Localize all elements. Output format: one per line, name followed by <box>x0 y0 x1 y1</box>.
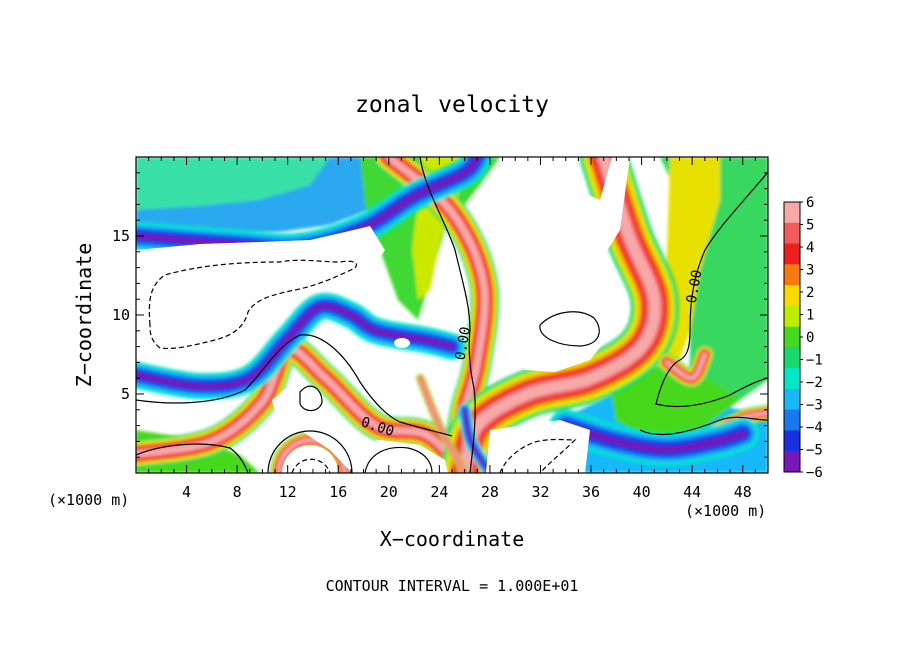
band-layer <box>463 408 492 473</box>
x-tick-label: 44 <box>683 483 701 501</box>
feature-negative-band-9 <box>549 409 760 466</box>
feature-negative-band-10 <box>458 403 497 473</box>
colorbar-swatch <box>784 409 800 431</box>
zero-contour-left <box>136 334 453 437</box>
x-tick-label: 40 <box>633 483 651 501</box>
x-tick-label: 4 <box>182 483 191 501</box>
top-left-field-core <box>136 157 330 210</box>
colorbar-label: −4 <box>806 420 823 436</box>
x-unit-left: (×1000 m) <box>48 491 129 509</box>
contour-label: 0.00 <box>453 325 475 361</box>
colorbar-swatch <box>784 430 800 452</box>
colorbar-label: 0 <box>806 330 814 346</box>
negative-contour-left <box>148 259 358 350</box>
x-axis-label: X−coordinate <box>380 527 525 551</box>
negative-contour-bottom <box>499 438 577 473</box>
chart-title: zonal velocity <box>355 92 549 118</box>
y-tick-label: 5 <box>121 385 130 403</box>
zero-contour-bottom-left <box>136 443 249 473</box>
y-axis-label: Z−coordinate <box>72 243 96 388</box>
zero-contour-center-loop <box>539 311 600 347</box>
white-pocket-top <box>500 157 630 262</box>
colorbar-label: −5 <box>806 443 823 459</box>
colorbar-label: 6 <box>806 195 814 211</box>
band-layer <box>458 157 661 473</box>
zero-contour-small-loop <box>299 385 323 412</box>
white-pocket-left <box>136 226 385 358</box>
feature-negative-band-8 <box>136 292 466 400</box>
colorbar-swatch <box>784 347 800 369</box>
colorbar-swatch <box>784 451 800 473</box>
feature-positive-ridge-0 <box>136 335 479 473</box>
colorbar-swatch <box>784 285 800 307</box>
white-pocket-small-a <box>394 338 410 348</box>
colorbar-swatch <box>784 368 800 390</box>
colorbar-swatch <box>784 326 800 348</box>
feature-positive-ridge-4 <box>657 345 715 388</box>
colorbar-label: 4 <box>806 240 814 256</box>
colorbar-swatch <box>784 222 800 245</box>
x-tick-label: 8 <box>233 483 242 501</box>
upper-right-field <box>660 157 768 420</box>
colorbar-swatch <box>784 388 800 411</box>
colorbar-label: −3 <box>806 398 823 414</box>
colorbar-swatch <box>784 202 800 224</box>
white-pocket-bottom-right <box>486 420 590 473</box>
contour-interval-footer: CONTOUR INTERVAL = 1.000E+01 <box>326 577 579 595</box>
band-layer <box>136 303 455 389</box>
x-tick-label: 20 <box>380 483 398 501</box>
colorbar-swatch <box>784 264 800 286</box>
colorbar-swatch <box>784 243 800 265</box>
colorbar-label: −1 <box>806 353 823 369</box>
white-pocket-center <box>515 255 612 372</box>
y-tick-label: 15 <box>112 227 130 245</box>
zero-contour-bottom-mid <box>364 446 433 473</box>
colorbar-label: 2 <box>806 285 814 301</box>
feature-positive-ridge-3 <box>415 373 470 473</box>
colorbar-label: −6 <box>806 465 823 481</box>
zero-contour-ring <box>267 430 353 473</box>
white-pocket-small-b <box>374 372 392 384</box>
colorbar-label: 1 <box>806 308 814 324</box>
x-unit-right: (×1000 m) <box>685 502 766 520</box>
colorbar-label: 3 <box>806 263 814 279</box>
band-layer <box>664 352 708 381</box>
zero-contour-right <box>655 171 768 408</box>
band-layer <box>419 377 466 473</box>
x-tick-label: 16 <box>329 483 347 501</box>
band-layer <box>136 346 468 473</box>
x-tick-label: 32 <box>531 483 549 501</box>
contour-label: 0.00 <box>684 269 706 305</box>
out-of-range-regions <box>136 157 630 473</box>
lower-right-green <box>610 365 740 440</box>
y-tick-label: 10 <box>112 306 130 324</box>
x-tick-label: 24 <box>430 483 448 501</box>
band-layer <box>562 422 746 453</box>
plot-area: 0.000.000.00 <box>136 157 768 473</box>
x-tick-label: 48 <box>734 483 752 501</box>
x-tick-label: 36 <box>582 483 600 501</box>
colorbar: 6 5 4 3 2 1 0 −1 −2 −3 −4 −5 −6 <box>783 195 823 481</box>
colorbar-label: 5 <box>806 218 814 234</box>
zero-contour-center <box>419 157 476 473</box>
colorbar-swatch <box>784 305 800 328</box>
x-tick-label: 12 <box>279 483 297 501</box>
white-pocket-bottom-left <box>350 440 448 473</box>
x-tick-label: 28 <box>481 483 499 501</box>
zero-contour-lower-right <box>639 416 768 436</box>
feature-positive-ridge-2 <box>440 157 679 473</box>
negative-contour-ring-inner <box>291 458 331 473</box>
contour-lines <box>136 157 768 473</box>
colorbar-label: −2 <box>806 375 823 391</box>
